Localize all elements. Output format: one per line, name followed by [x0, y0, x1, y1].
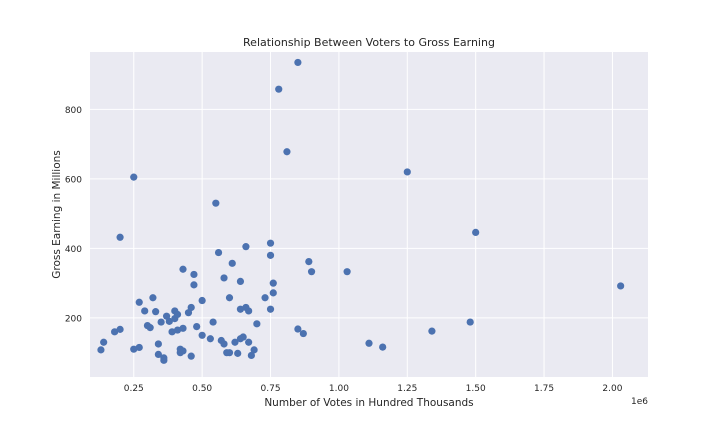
- data-point: [168, 328, 176, 336]
- data-point: [152, 308, 160, 316]
- data-point: [245, 307, 253, 315]
- x-tick-labels: 0.25 0.50 0.75 1.00 1.25 1.50 1.75 2.00: [124, 384, 623, 394]
- x-tick-label: 0.75: [261, 384, 281, 394]
- data-point: [245, 338, 253, 346]
- data-point: [283, 148, 291, 156]
- data-point: [135, 298, 143, 306]
- data-point: [261, 294, 269, 302]
- x-tick-label: 0.25: [124, 384, 144, 394]
- data-point: [343, 268, 351, 276]
- x-tick-label: 1.25: [397, 384, 417, 394]
- data-point: [154, 340, 162, 348]
- data-point: [466, 318, 474, 326]
- data-point: [228, 259, 236, 267]
- x-tick-label: 1.75: [534, 384, 554, 394]
- data-point: [275, 85, 283, 93]
- data-point: [187, 352, 195, 360]
- data-point: [269, 279, 277, 287]
- data-point: [266, 251, 275, 259]
- data-point: [209, 318, 217, 326]
- data-point: [160, 356, 168, 364]
- data-point: [146, 324, 154, 332]
- data-point: [173, 326, 182, 334]
- data-point: [206, 335, 214, 343]
- data-point: [307, 268, 316, 276]
- data-point: [220, 274, 228, 282]
- data-point: [135, 343, 143, 352]
- data-point: [617, 282, 625, 290]
- data-point: [379, 343, 387, 351]
- x-tick-label: 1.50: [466, 384, 486, 394]
- data-point: [242, 243, 250, 251]
- data-point: [141, 307, 149, 315]
- data-point: [179, 265, 187, 273]
- y-tick-label: 200: [65, 314, 82, 324]
- data-point: [179, 347, 187, 355]
- data-point: [97, 346, 105, 354]
- grid-lines: [90, 52, 648, 377]
- data-point: [173, 310, 182, 319]
- x-offset-text: 1e6: [631, 397, 648, 407]
- data-point: [165, 317, 173, 325]
- data-point: [266, 239, 275, 247]
- data-point: [234, 349, 242, 357]
- x-tick-label: 0.50: [192, 384, 212, 394]
- x-axis-label: Number of Votes in Hundred Thousands: [264, 397, 473, 409]
- data-point: [305, 257, 313, 266]
- data-point: [111, 328, 119, 336]
- data-point: [100, 338, 108, 346]
- data-point: [187, 303, 195, 312]
- data-point: [365, 339, 373, 347]
- data-point: [154, 350, 162, 359]
- plot-area: [90, 52, 648, 377]
- x-tick-label: 1.00: [329, 384, 349, 394]
- data-point: [198, 296, 206, 305]
- data-point: [236, 277, 245, 286]
- data-point: [130, 345, 138, 353]
- data-point: [239, 333, 247, 341]
- data-point: [294, 325, 302, 333]
- data-point: [266, 305, 275, 313]
- data-point: [116, 325, 124, 333]
- data-point: [157, 318, 165, 326]
- x-tick-label: 2.00: [602, 384, 622, 394]
- data-point: [116, 233, 124, 241]
- data-point: [472, 228, 480, 237]
- data-point: [193, 322, 201, 331]
- y-tick-label: 600: [65, 175, 82, 185]
- data-point: [212, 199, 220, 207]
- chart-title: Relationship Between Voters to Gross Ear…: [243, 36, 495, 49]
- y-tick-label: 400: [65, 245, 82, 255]
- data-point: [179, 324, 187, 332]
- data-point: [149, 294, 157, 302]
- data-point: [299, 329, 307, 338]
- data-point: [214, 248, 223, 257]
- data-point: [253, 320, 261, 328]
- data-point: [247, 351, 255, 360]
- data-point: [269, 289, 277, 297]
- y-tick-label: 800: [65, 106, 82, 116]
- data-point: [130, 173, 138, 181]
- data-point: [294, 58, 302, 67]
- y-axis-label: Gross Earning in Millions: [51, 150, 63, 279]
- data-point: [236, 305, 245, 313]
- data-point: [231, 338, 239, 346]
- data-point: [225, 294, 234, 302]
- data-point: [250, 346, 258, 354]
- data-point: [190, 281, 198, 289]
- data-point: [220, 340, 228, 348]
- y-tick-labels: 200 400 600 800: [65, 106, 82, 325]
- data-point: [428, 327, 436, 335]
- data-points: [97, 58, 625, 364]
- data-point: [403, 168, 411, 176]
- data-point: [190, 270, 198, 279]
- data-point: [198, 331, 206, 339]
- data-point: [225, 349, 234, 357]
